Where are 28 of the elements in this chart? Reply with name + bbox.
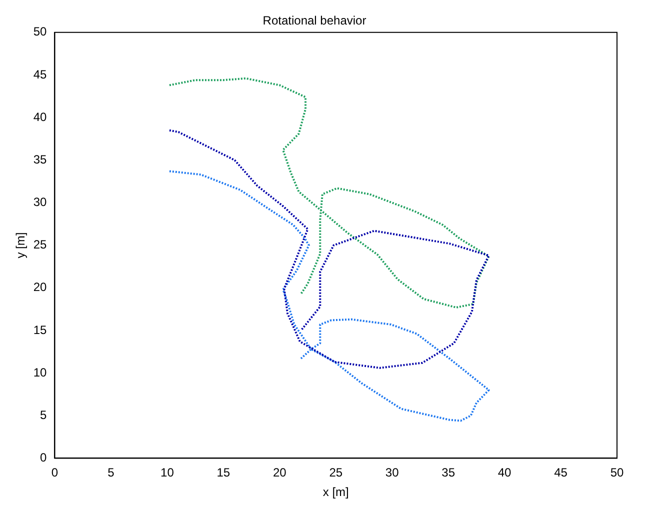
y-tick-label: 10 — [33, 365, 48, 380]
line-series — [168, 170, 490, 422]
x-tick-label: 10 — [160, 466, 174, 480]
y-tick-label: 35 — [33, 152, 48, 166]
x-tick-label: 0 — [51, 466, 58, 480]
x-tick-label: 5 — [108, 466, 115, 480]
line-series — [168, 129, 490, 369]
y-tick-label: 5 — [40, 408, 48, 422]
x-axis-title: x [m] — [322, 485, 349, 500]
x-tick-label: 20 — [272, 466, 287, 480]
y-tick-label: 45 — [33, 67, 48, 82]
y-axis-title: y [m] — [14, 232, 28, 258]
x-tick-label: 35 — [442, 466, 456, 480]
x-tick-label: 45 — [554, 466, 568, 480]
y-tick-label: 25 — [33, 238, 48, 252]
y-tick-label: 30 — [33, 195, 48, 210]
x-tick-label: 50 — [610, 466, 624, 480]
chart-title: Rotational behavior — [262, 14, 366, 28]
line-series — [168, 77, 490, 308]
y-tick-label: 20 — [33, 280, 48, 294]
y-tick-label: 50 — [33, 24, 48, 39]
x-tick-label: 25 — [329, 466, 343, 480]
y-tick-label: 0 — [40, 450, 48, 465]
x-tick-label: 40 — [498, 466, 512, 480]
y-tick-label: 15 — [33, 322, 48, 337]
x-tick-label: 30 — [385, 466, 400, 480]
x-tick-label: 15 — [216, 466, 230, 480]
y-tick-label: 40 — [33, 110, 48, 124]
